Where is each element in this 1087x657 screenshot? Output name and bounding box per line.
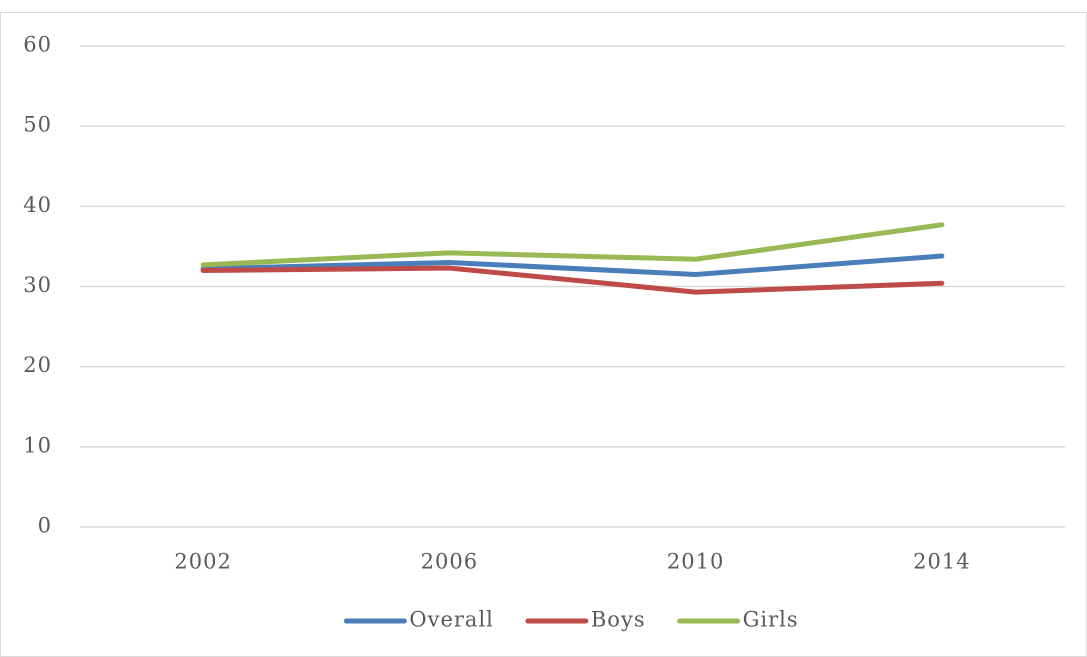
y-tick-label: 30 xyxy=(23,273,52,297)
y-tick-label: 50 xyxy=(23,113,52,137)
y-tick-label: 10 xyxy=(23,433,52,457)
x-tick-label: 2006 xyxy=(421,550,478,574)
y-tick-label: 0 xyxy=(38,514,52,538)
series-line xyxy=(200,265,945,295)
chart-frame xyxy=(0,12,1087,657)
series-line xyxy=(200,253,945,277)
x-tick-label: 2014 xyxy=(913,550,970,574)
y-tick-label: 40 xyxy=(23,193,52,217)
legend-label: Girls xyxy=(743,608,799,632)
legend-label: Boys xyxy=(591,608,646,632)
x-tick-label: 2002 xyxy=(174,550,231,574)
legend: Overall Boys Girls xyxy=(343,608,799,632)
y-tick-label: 20 xyxy=(23,353,52,377)
legend-label: Overall xyxy=(409,608,494,632)
series-line xyxy=(200,222,945,268)
y-tick-label: 60 xyxy=(23,33,52,57)
x-tick-label: 2010 xyxy=(667,550,724,574)
